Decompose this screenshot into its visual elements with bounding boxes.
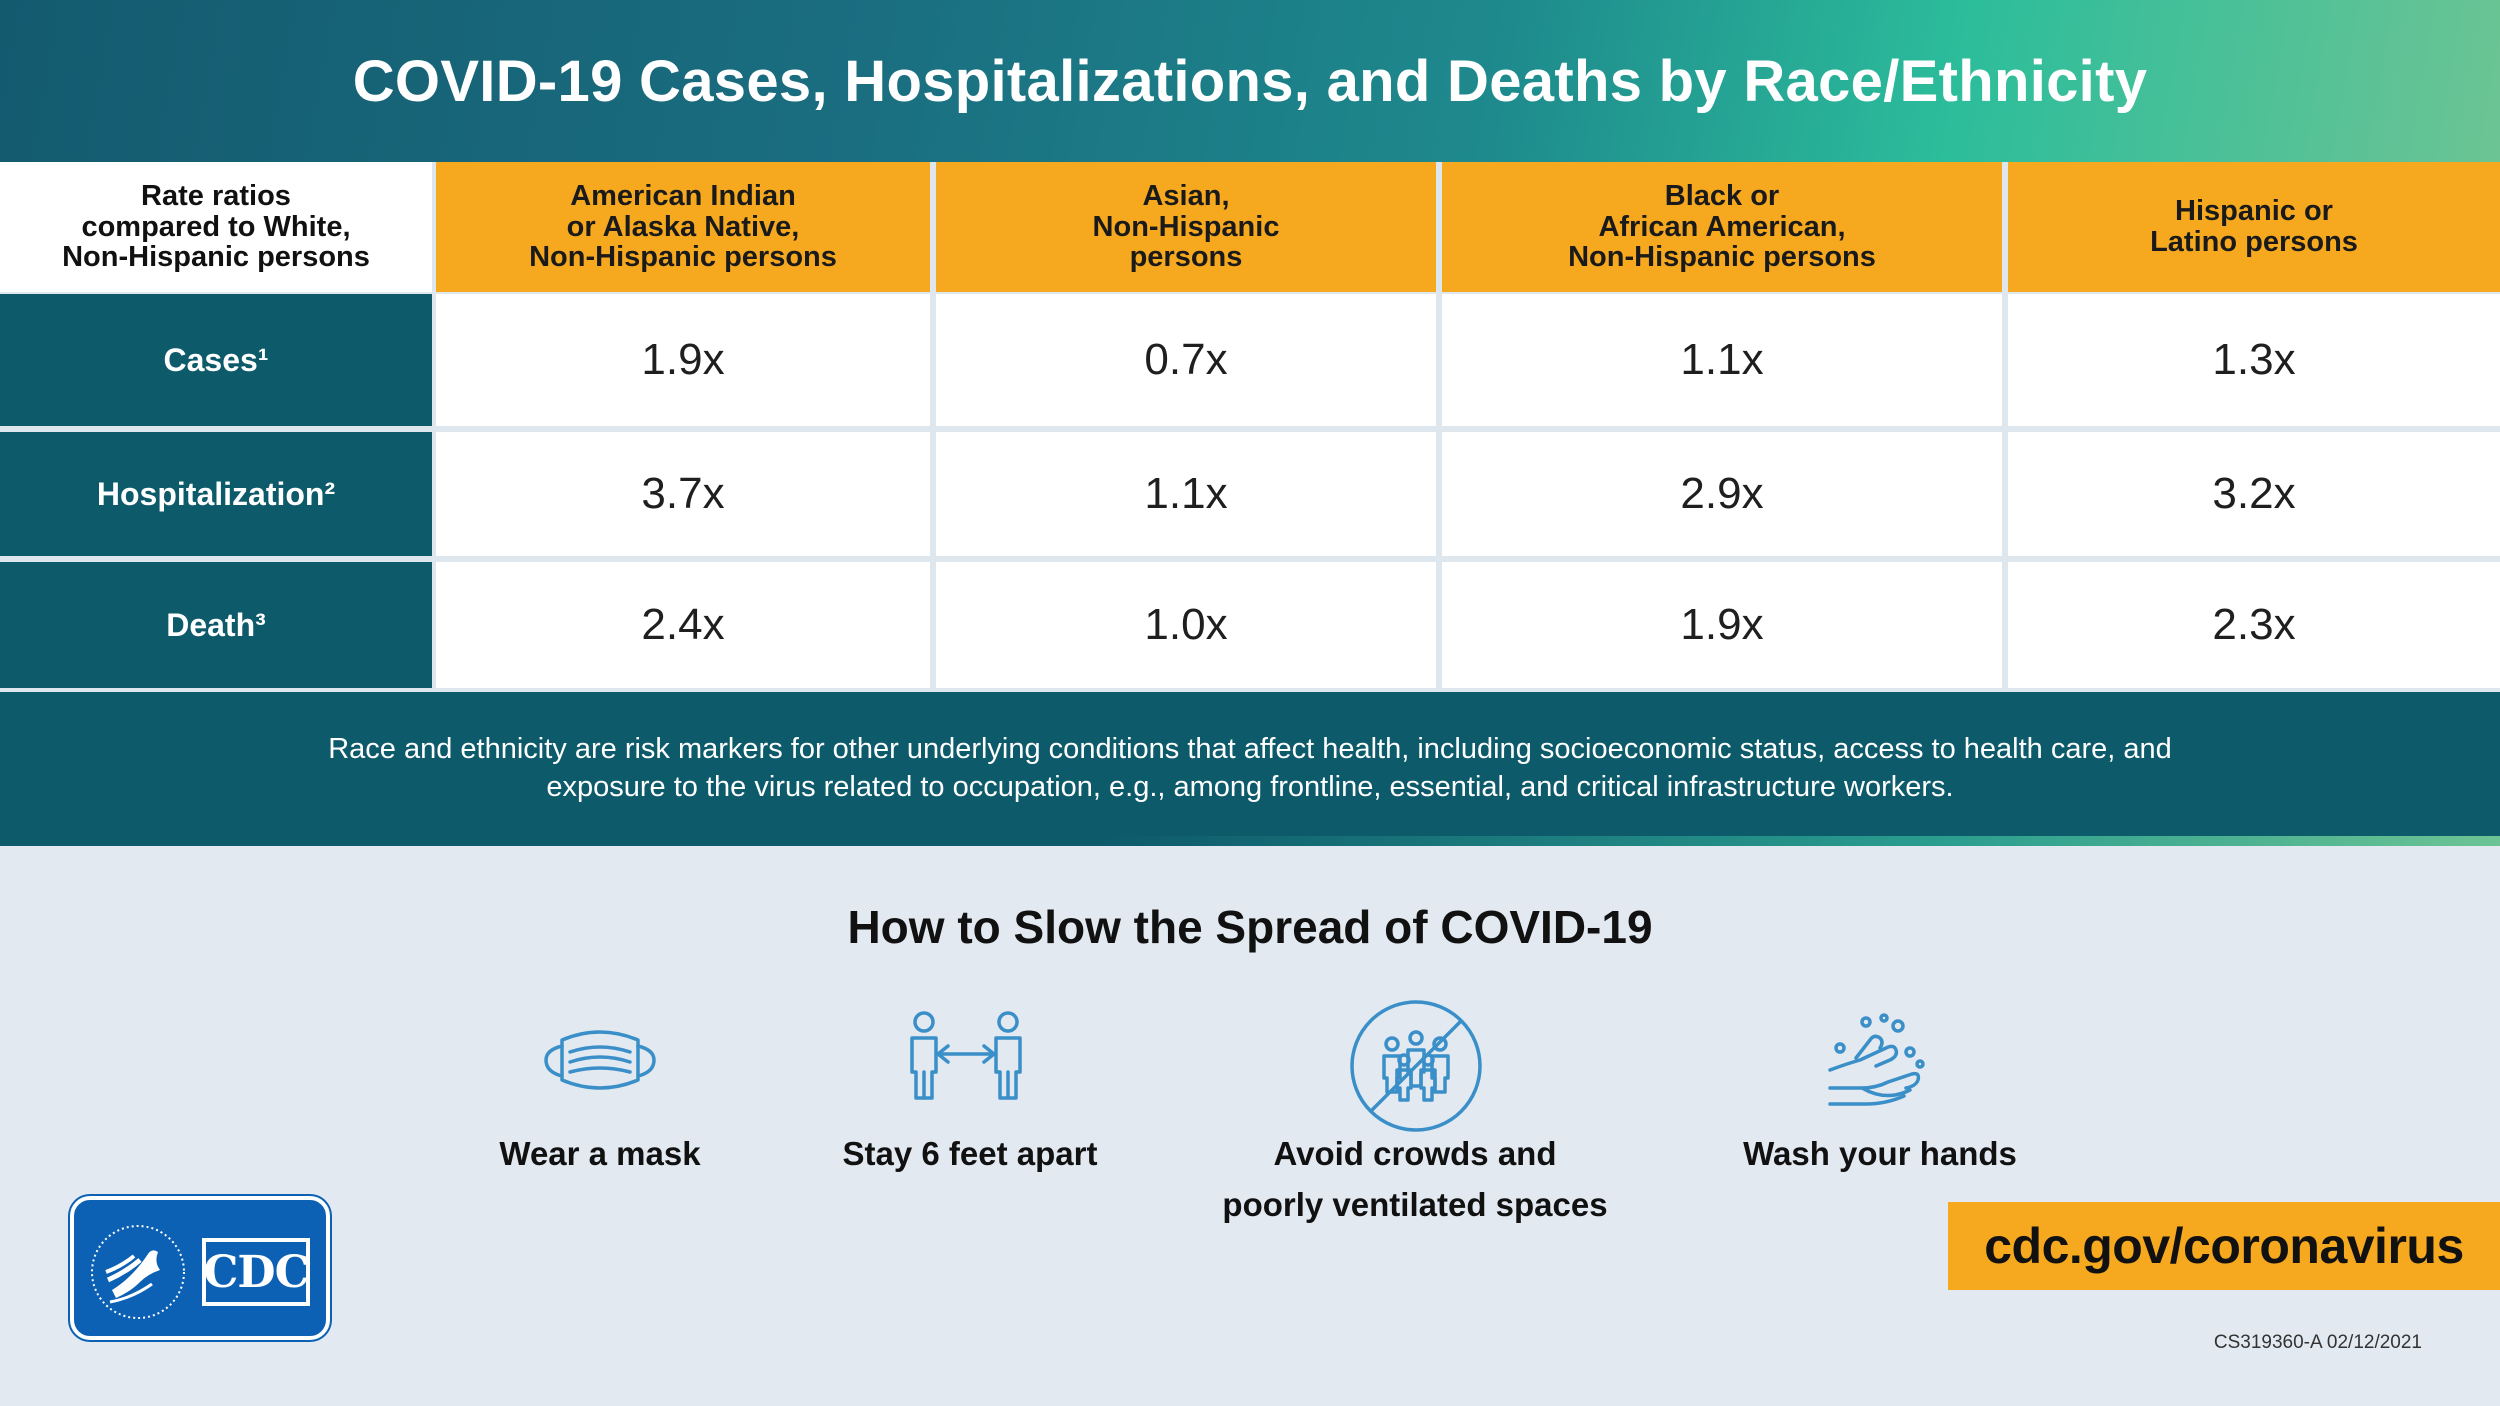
mask-icon xyxy=(540,1018,660,1102)
table-cell: 1.9x xyxy=(436,294,930,426)
cdc-logo: CDC xyxy=(70,1196,330,1340)
page-title: COVID-19 Cases, Hospitalizations, and De… xyxy=(352,48,2148,114)
column-header-line: Asian, xyxy=(1142,179,1230,212)
table-cell: 2.4x xyxy=(436,562,930,688)
column-header-line: Latino persons xyxy=(2150,226,2358,258)
wash-hands-text: Wash your hands xyxy=(1743,1135,2017,1172)
column-header-aian: American Indian or Alaska Native, Non-Hi… xyxy=(436,162,930,292)
cdc-url-text[interactable]: cdc.gov/coronavirus xyxy=(1984,1218,2464,1274)
distance-icon xyxy=(904,1010,1028,1104)
risk-note: Race and ethnicity are risk markers for … xyxy=(0,692,2500,846)
header-banner: COVID-19 Cases, Hospitalizations, and De… xyxy=(0,0,2500,162)
wear-mask-label: Wear a mask xyxy=(450,1128,750,1179)
column-header-hispanic: Hispanic or Latino persons xyxy=(2008,162,2500,292)
table-cell: 3.7x xyxy=(436,432,930,556)
stay-apart-text: Stay 6 feet apart xyxy=(842,1135,1098,1172)
row-header-hospitalization: Hospitalization² xyxy=(0,432,432,556)
table-cell: 3.2x xyxy=(2008,432,2500,556)
row-header-death: Death³ xyxy=(0,562,432,688)
column-header-line: Hispanic or xyxy=(2175,195,2333,228)
column-header-line: African American, xyxy=(1598,210,1846,243)
stay-apart-label: Stay 6 feet apart xyxy=(810,1128,1130,1179)
column-header-line: Non-Hispanic xyxy=(1092,210,1280,243)
cdc-url-link[interactable]: cdc.gov/coronavirus xyxy=(1948,1202,2500,1290)
corner-line: Rate ratios xyxy=(141,179,291,212)
table-cell: 2.9x xyxy=(1442,432,2002,556)
cdc-wordmark: CDC xyxy=(202,1238,310,1306)
column-header-line: Non-Hispanic persons xyxy=(1568,241,1876,274)
table-cell: 1.9x xyxy=(1442,562,2002,688)
note-accent-edge xyxy=(1100,836,2500,846)
corner-line: compared to White, xyxy=(81,210,351,243)
wash-hands-label: Wash your hands xyxy=(1700,1128,2060,1179)
table-cell: 0.7x xyxy=(936,294,1436,426)
avoid-crowds-label: Avoid crowds and poorly ventilated space… xyxy=(1165,1128,1665,1230)
risk-note-text: Race and ethnicity are risk markers for … xyxy=(328,733,2172,803)
column-header-line: persons xyxy=(1129,241,1243,274)
avoid-crowds-line: poorly ventilated spaces xyxy=(1222,1186,1608,1224)
column-header-black: Black or African American, Non-Hispanic … xyxy=(1442,162,2002,292)
rate-ratio-table: Rate ratios compared to White, Non-Hispa… xyxy=(0,162,2500,692)
wear-mask-text: Wear a mask xyxy=(499,1135,701,1172)
table-cell: 1.3x xyxy=(2008,294,2500,426)
document-code: CS319360-A 02/12/2021 xyxy=(2213,1332,2422,1353)
wash-hands-icon xyxy=(1826,1012,1926,1112)
column-header-line: American Indian xyxy=(570,179,796,212)
table-cell: 2.3x xyxy=(2008,562,2500,688)
column-header-line: Black or xyxy=(1664,179,1780,212)
table-cell: 1.1x xyxy=(1442,294,2002,426)
prevention-title: How to Slow the Spread of COVID-19 xyxy=(847,901,1653,953)
avoid-crowds-line: Avoid crowds and xyxy=(1273,1135,1557,1172)
table-cell: 1.1x xyxy=(936,432,1436,556)
column-header-asian: Asian, Non-Hispanic persons xyxy=(936,162,1436,292)
table-corner-header: Rate ratios compared to White, Non-Hispa… xyxy=(0,162,432,292)
row-header-cases: Cases¹ xyxy=(0,294,432,426)
column-header-line: or Alaska Native, xyxy=(566,210,800,243)
corner-line: Non-Hispanic persons xyxy=(62,241,370,274)
table-cell: 1.0x xyxy=(936,562,1436,688)
column-header-line: Non-Hispanic persons xyxy=(529,241,837,274)
no-crowds-icon xyxy=(1348,998,1484,1134)
